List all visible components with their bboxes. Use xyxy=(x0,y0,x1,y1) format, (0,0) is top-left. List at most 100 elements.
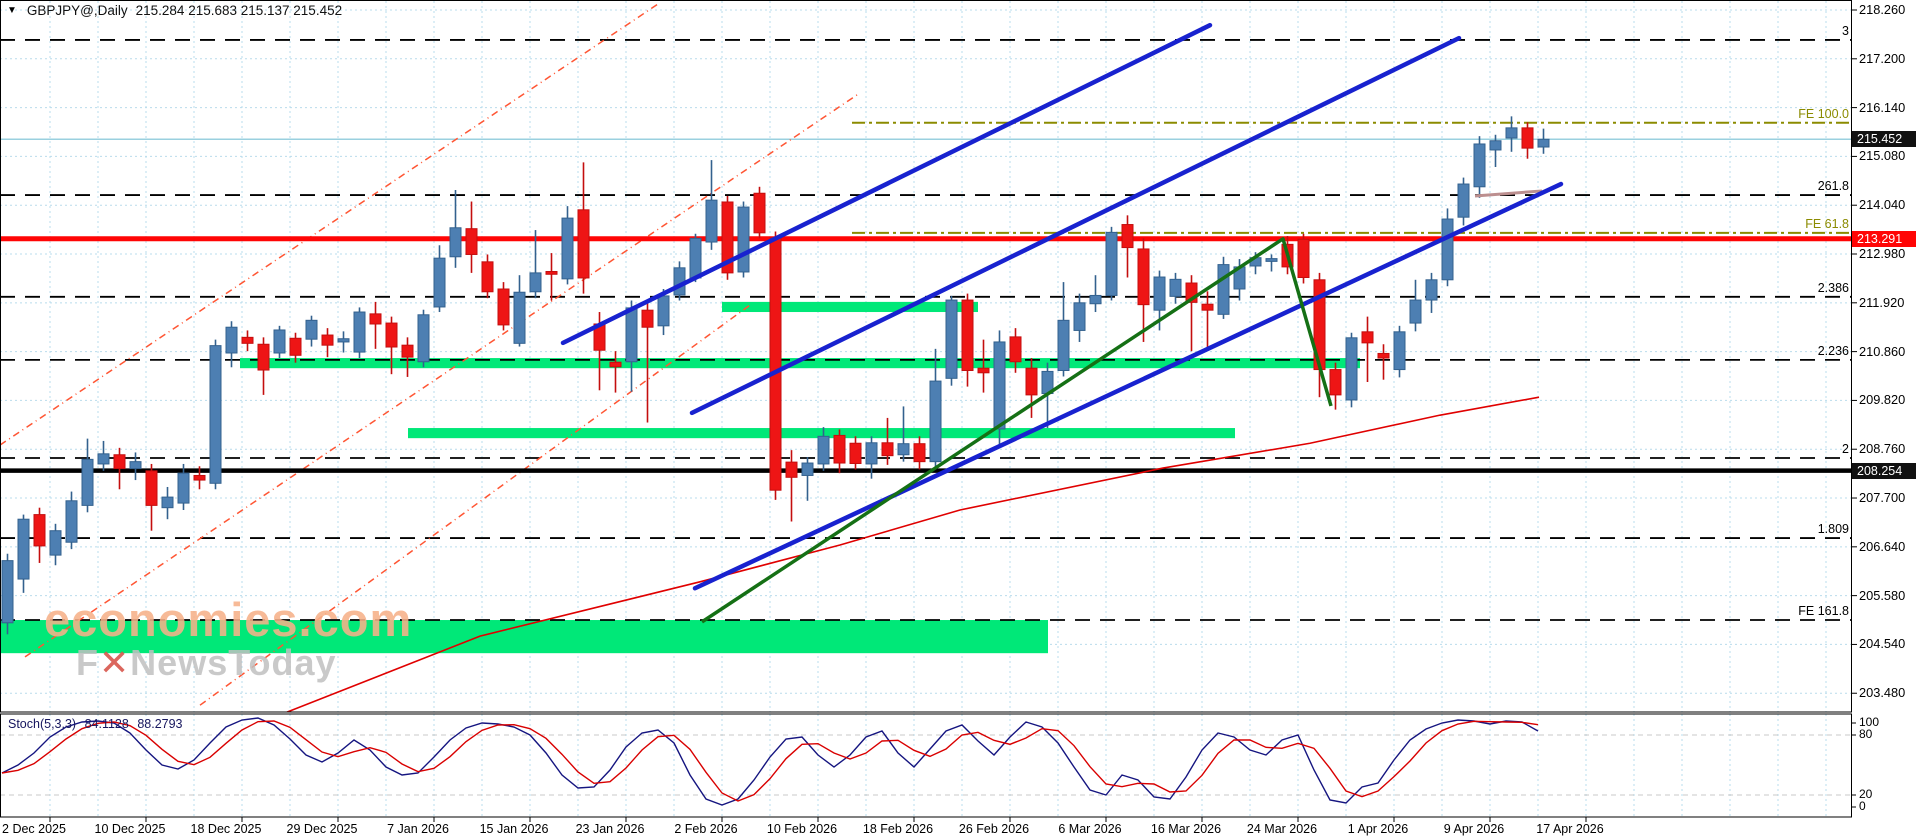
price-axis-tick: 208.760 xyxy=(1859,441,1906,457)
candle xyxy=(1009,328,1022,373)
symbol-timeframe: GBPJPY@,Daily xyxy=(26,3,128,18)
blue-trendline-1[interactable] xyxy=(689,35,1462,416)
level-label-2.386: 2.386 xyxy=(1817,280,1849,295)
zigzag-measured-move[interactable] xyxy=(701,237,1333,624)
candle xyxy=(817,427,830,471)
candle xyxy=(1297,233,1310,284)
date-axis-label: 18 Feb 2026 xyxy=(862,822,934,836)
fe-label-FE 61.8: FE 61.8 xyxy=(1805,216,1849,231)
green-zone[interactable] xyxy=(240,358,1360,369)
candle xyxy=(1441,208,1454,287)
candle xyxy=(833,429,846,474)
candle xyxy=(625,300,638,392)
candle xyxy=(17,514,30,593)
candle xyxy=(225,321,238,368)
candle xyxy=(321,328,334,358)
candle xyxy=(1345,332,1358,408)
candle xyxy=(737,201,750,278)
candle xyxy=(1457,177,1470,226)
moving-average-line[interactable] xyxy=(286,189,1543,712)
candle xyxy=(865,436,878,479)
support-resistance-zones[interactable] xyxy=(0,301,1360,654)
candle xyxy=(881,417,894,465)
blue-trendline-0[interactable] xyxy=(560,22,1213,346)
price-tag-208.254: 208.254 xyxy=(1852,462,1916,479)
symbol-dropdown-icon[interactable]: ▼ xyxy=(7,5,17,16)
candle xyxy=(1473,136,1486,198)
zigzag-layer[interactable] xyxy=(701,237,1333,624)
blue-trendline-2[interactable] xyxy=(692,181,1564,591)
stochastic-pane xyxy=(0,717,1851,806)
green-zone[interactable] xyxy=(722,301,978,313)
candle xyxy=(65,491,78,550)
pane-borders xyxy=(0,0,1857,822)
candle xyxy=(193,466,206,490)
candle xyxy=(705,160,718,250)
orange-ray-0[interactable] xyxy=(0,3,659,446)
candle xyxy=(1,553,14,635)
candle xyxy=(497,282,510,331)
stoch-d-value: 88.2793 xyxy=(137,717,183,731)
candle xyxy=(449,190,462,268)
date-axis-label: 1 Apr 2026 xyxy=(1347,822,1409,836)
price-axis-tick: 211.920 xyxy=(1859,294,1905,310)
candle xyxy=(961,293,974,387)
price-axis-tick: 218.260 xyxy=(1859,2,1906,17)
candle xyxy=(913,436,926,470)
green-zone[interactable] xyxy=(408,428,1235,439)
price-tag-215.452: 215.452 xyxy=(1852,131,1916,148)
price-axis-tick: 217.200 xyxy=(1859,50,1906,66)
candle xyxy=(337,331,350,353)
candle xyxy=(401,337,414,377)
candle xyxy=(1521,122,1534,159)
date-axis-label: 6 Mar 2026 xyxy=(1058,822,1122,836)
candle xyxy=(769,231,782,500)
chart-title: ▼ GBPJPY@,Daily 215.284 215.683 215.137 … xyxy=(7,3,342,18)
orange-trend-rays[interactable] xyxy=(0,3,861,706)
candle xyxy=(945,295,958,386)
candle xyxy=(1409,279,1422,332)
date-axis-label: 15 Jan 2026 xyxy=(479,822,549,836)
candle xyxy=(1089,275,1102,313)
ma-red[interactable] xyxy=(286,396,1540,712)
candle xyxy=(1377,344,1390,380)
price-axis-tick: 212.980 xyxy=(1859,246,1906,261)
candle xyxy=(1121,215,1134,278)
candle xyxy=(1329,362,1342,410)
candle xyxy=(929,348,942,468)
candle xyxy=(145,463,158,531)
candle xyxy=(545,253,558,301)
candle xyxy=(241,330,254,352)
level-label-2: 2 xyxy=(1842,441,1849,456)
level-label-261.8: 261.8 xyxy=(1817,179,1849,194)
stoch-axis-tick: 20 xyxy=(1859,787,1873,801)
candle xyxy=(1393,325,1406,378)
candle xyxy=(433,245,446,313)
candle xyxy=(1185,275,1198,352)
date-axis-label: 10 Dec 2025 xyxy=(94,822,166,836)
date-axis-label: 9 Apr 2026 xyxy=(1443,822,1505,836)
stoch-axis-tick: 80 xyxy=(1859,727,1873,741)
fe-levels-olive[interactable] xyxy=(852,121,1851,234)
candle xyxy=(529,230,542,299)
orange-ray-2[interactable] xyxy=(199,304,751,706)
horizontal-lines[interactable] xyxy=(0,236,1851,473)
candle xyxy=(385,316,398,375)
rosy-ma-segment[interactable] xyxy=(1474,189,1543,198)
price-axis-tick: 216.140 xyxy=(1859,99,1906,115)
candle xyxy=(305,315,318,347)
stoch-signal-line xyxy=(1,720,1539,802)
candle xyxy=(1505,116,1518,152)
candle xyxy=(209,339,222,490)
date-axis-label: 18 Dec 2025 xyxy=(190,822,262,836)
candlestick-series xyxy=(1,116,1550,635)
date-axis-label: 24 Mar 2026 xyxy=(1246,822,1318,836)
candle xyxy=(1073,293,1086,342)
candle xyxy=(897,406,910,462)
candle xyxy=(369,301,382,349)
price-tag-213.291: 213.291 xyxy=(1852,230,1916,247)
blue-channel-lines[interactable] xyxy=(560,22,1564,591)
candle xyxy=(465,201,478,273)
candle xyxy=(177,463,190,510)
